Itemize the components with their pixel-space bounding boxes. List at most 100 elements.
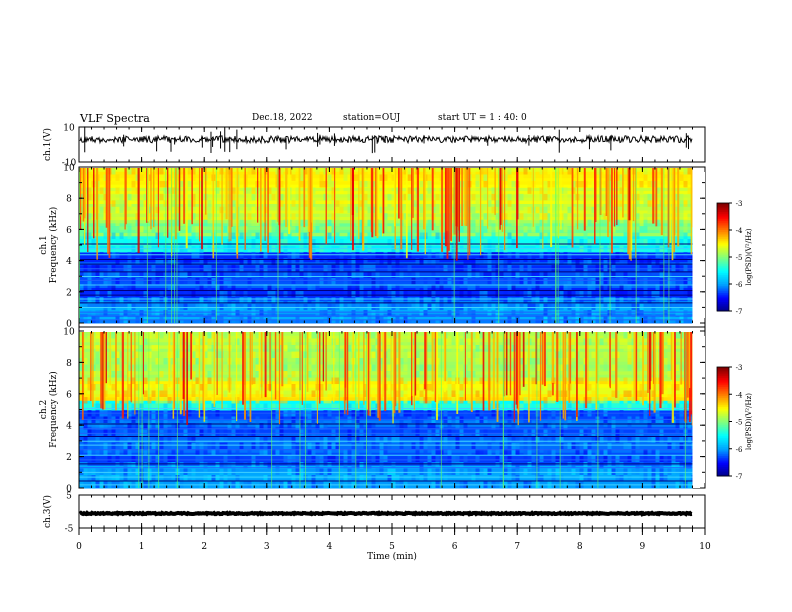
spectro-cell — [447, 310, 452, 317]
spectro-cell — [103, 351, 108, 358]
spectro-cell — [371, 271, 376, 278]
spectro-cell — [407, 332, 412, 339]
spectro-cell — [331, 303, 336, 311]
spectro-cell — [635, 436, 640, 443]
spectro-cell — [159, 384, 164, 391]
colorbar-cell — [717, 383, 729, 386]
spectro-cell — [583, 271, 588, 278]
spectro-cell — [471, 206, 476, 214]
spectro-cell — [479, 377, 484, 384]
spectro-cell — [411, 303, 416, 311]
spectro-cell — [299, 258, 304, 265]
spectro-cell — [655, 180, 660, 188]
spectro-cell — [359, 200, 364, 207]
spectro-cell — [483, 213, 488, 220]
spectro-cell — [467, 303, 472, 311]
spectro-cell — [451, 284, 456, 291]
spectro-cell — [667, 397, 672, 404]
spectro-cell — [679, 200, 684, 207]
spectro-cell — [159, 290, 164, 298]
spectro-cell — [167, 258, 172, 265]
spectro-cell — [459, 364, 464, 371]
spectro-cell — [535, 277, 540, 285]
spectro-cell — [79, 429, 84, 436]
spectro-cell — [535, 271, 540, 278]
spectro-cell — [331, 213, 336, 220]
ch1-ylabel: ch.1(V) — [42, 128, 53, 161]
spectro-cell — [419, 232, 424, 240]
spectro-cell — [115, 219, 120, 227]
spectro-cell — [623, 345, 628, 352]
spectro-cell — [79, 206, 84, 214]
spectro-cell — [507, 277, 512, 285]
spectro-cell — [395, 239, 400, 246]
colorbar-cell — [717, 401, 729, 404]
spectro-cell — [515, 475, 520, 482]
spectro-cell — [167, 200, 172, 207]
spectro-cell — [647, 206, 652, 214]
spectro-cell — [475, 219, 480, 227]
colorbar-cell — [717, 233, 729, 236]
spectro-cell — [255, 384, 260, 391]
spectro-cell — [99, 310, 104, 317]
spectro-cell — [563, 213, 568, 220]
spectro-cell — [211, 297, 216, 304]
spectro-cell — [159, 429, 164, 436]
spectro-cell — [571, 338, 576, 345]
spectro-cell — [675, 332, 680, 339]
spectro-cell — [403, 168, 408, 175]
spectro-cell — [123, 436, 128, 443]
spectro-cell — [615, 475, 620, 482]
spectro-cell — [147, 397, 152, 404]
spectro-cell — [87, 384, 92, 391]
spectro-cell — [663, 180, 668, 188]
spectro-cell — [291, 258, 296, 265]
spectro-cell — [567, 284, 572, 291]
spectro-cell — [475, 200, 480, 207]
spectro-cell — [399, 271, 404, 278]
spectro-cell — [391, 168, 396, 175]
spectro-cell — [343, 468, 348, 475]
spectro-cell — [471, 468, 476, 475]
spectro-cell — [467, 397, 472, 404]
spectro-cell — [627, 377, 632, 384]
spectro-cell — [327, 384, 332, 391]
spectro-cell — [367, 303, 372, 311]
spectro-cell — [675, 310, 680, 317]
spectro-cell — [523, 277, 528, 285]
spectro-cell — [371, 423, 376, 430]
spectro-cell — [127, 423, 132, 430]
spectro-cell — [455, 277, 460, 285]
spectro-cell — [435, 187, 440, 194]
spectro-cell — [419, 436, 424, 443]
spectro-cell — [319, 364, 324, 371]
spectro-cell — [219, 277, 224, 285]
spectro-cell — [255, 390, 260, 397]
spectro-cell — [335, 403, 340, 410]
spectro-cell — [111, 384, 116, 391]
spectro-cell — [159, 213, 164, 220]
spectro-cell — [675, 264, 680, 272]
spectro-cell — [111, 284, 116, 291]
spectro-cell — [395, 397, 400, 404]
spectro-cell — [171, 449, 176, 456]
spectro-cell — [447, 449, 452, 456]
spectro-cell — [539, 303, 544, 311]
spectro-cell — [335, 338, 340, 345]
spectro-cell — [535, 213, 540, 220]
spectro-cell — [379, 174, 384, 181]
spectro-cell — [367, 429, 372, 436]
spectro-cell — [503, 213, 508, 220]
spectro-cell — [479, 403, 484, 410]
spectro-cell — [587, 206, 592, 214]
spectro-cell — [115, 436, 120, 443]
spectro-cell — [467, 264, 472, 272]
spectro-cell — [587, 442, 592, 449]
spectro-cell — [155, 345, 160, 352]
spectro-cell — [675, 284, 680, 291]
spectro-cell — [295, 462, 300, 469]
spectro-cell — [403, 338, 408, 345]
spectro-cell — [183, 206, 188, 214]
spectro-cell — [419, 258, 424, 265]
spectro-cell — [83, 226, 88, 233]
